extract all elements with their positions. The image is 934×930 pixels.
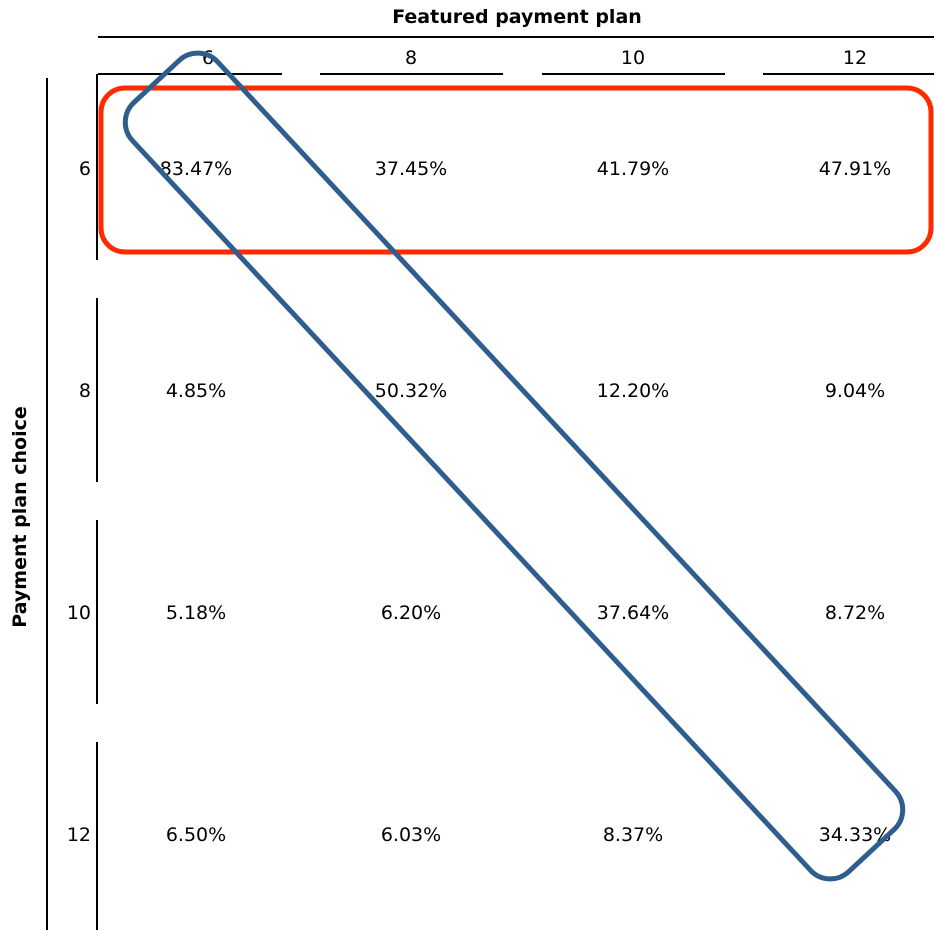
row-label: 10 (67, 602, 91, 624)
row-axis-title: Payment plan choice (9, 406, 31, 628)
column-label: 8 (405, 47, 417, 69)
table-cell: 47.91% (819, 158, 891, 180)
table-cell: 9.04% (825, 380, 885, 402)
row-6-highlight (98, 85, 934, 255)
table-cell: 6.20% (381, 602, 441, 624)
row-label: 12 (67, 824, 91, 846)
diagonal-highlight (122, 50, 906, 882)
table-cell: 5.18% (166, 602, 226, 624)
table-cell: 37.64% (597, 602, 669, 624)
table-cell: 83.47% (160, 158, 232, 180)
table-cell: 6.03% (381, 824, 441, 846)
row-label: 6 (79, 158, 91, 180)
column-headers: 6 8 10 12 (98, 47, 934, 75)
column-axis-title: Featured payment plan (392, 6, 642, 28)
table-cell: 50.32% (375, 380, 447, 402)
table-cell: 37.45% (375, 158, 447, 180)
table-cell: 6.50% (166, 824, 226, 846)
table-cell: 8.72% (825, 602, 885, 624)
column-label: 12 (843, 47, 867, 69)
table-cell: 41.79% (597, 158, 669, 180)
table-cell: 12.20% (597, 380, 669, 402)
table-cell: 8.37% (603, 824, 663, 846)
row-label: 8 (79, 380, 91, 402)
column-label: 10 (621, 47, 645, 69)
row-headers: 6 8 10 12 (67, 74, 98, 930)
table-cell: 4.85% (166, 380, 226, 402)
table-cell: 34.33% (819, 824, 891, 846)
table-cells: 83.47% 37.45% 41.79% 47.91% 4.85% 50.32% 12.20… (160, 158, 891, 846)
